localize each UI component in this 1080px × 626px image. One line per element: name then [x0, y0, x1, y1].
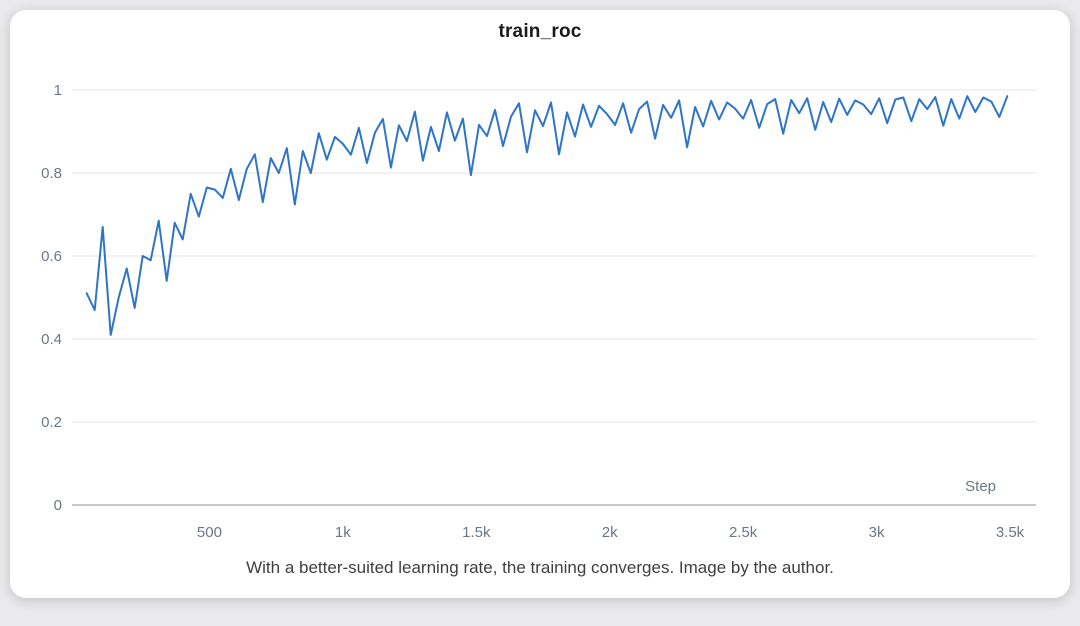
y-axis-tick-label: 0.6 — [41, 248, 62, 265]
x-axis-tick-label: 3k — [869, 524, 885, 541]
chart-title: train_roc — [498, 21, 582, 42]
roc-line-chart: 0 0.2 0.4 0.6 0.8 1 500 1k 1.5k 2k 2.5k 3k 3.5k Step — [41, 82, 1036, 541]
x-axis-tick-label: 500 — [197, 524, 222, 541]
y-axis-tick-label: 0.8 — [41, 165, 62, 182]
x-axis-tick-label: 2k — [602, 524, 618, 541]
x-axis-tick-label: 1k — [335, 524, 351, 541]
chart-card: train_roc 0 0.2 0.4 0.6 0.8 1 500 1k 1.5k 2k 2.5k 3… — [10, 10, 1070, 598]
x-axis-title: Step — [965, 478, 996, 495]
y-axis-tick-label: 0 — [54, 497, 62, 514]
y-axis-tick-label: 0.4 — [41, 331, 62, 348]
train-roc-series-line — [85, 95, 1009, 336]
x-axis-tick-label: 2.5k — [729, 524, 758, 541]
image-caption: With a better-suited learning rate, the … — [246, 558, 834, 577]
x-axis-tick-label: 1.5k — [462, 524, 491, 541]
x-axis-tick-label: 3.5k — [996, 524, 1025, 541]
y-axis-tick-label: 1 — [54, 82, 62, 99]
y-axis-tick-label: 0.2 — [41, 414, 62, 431]
